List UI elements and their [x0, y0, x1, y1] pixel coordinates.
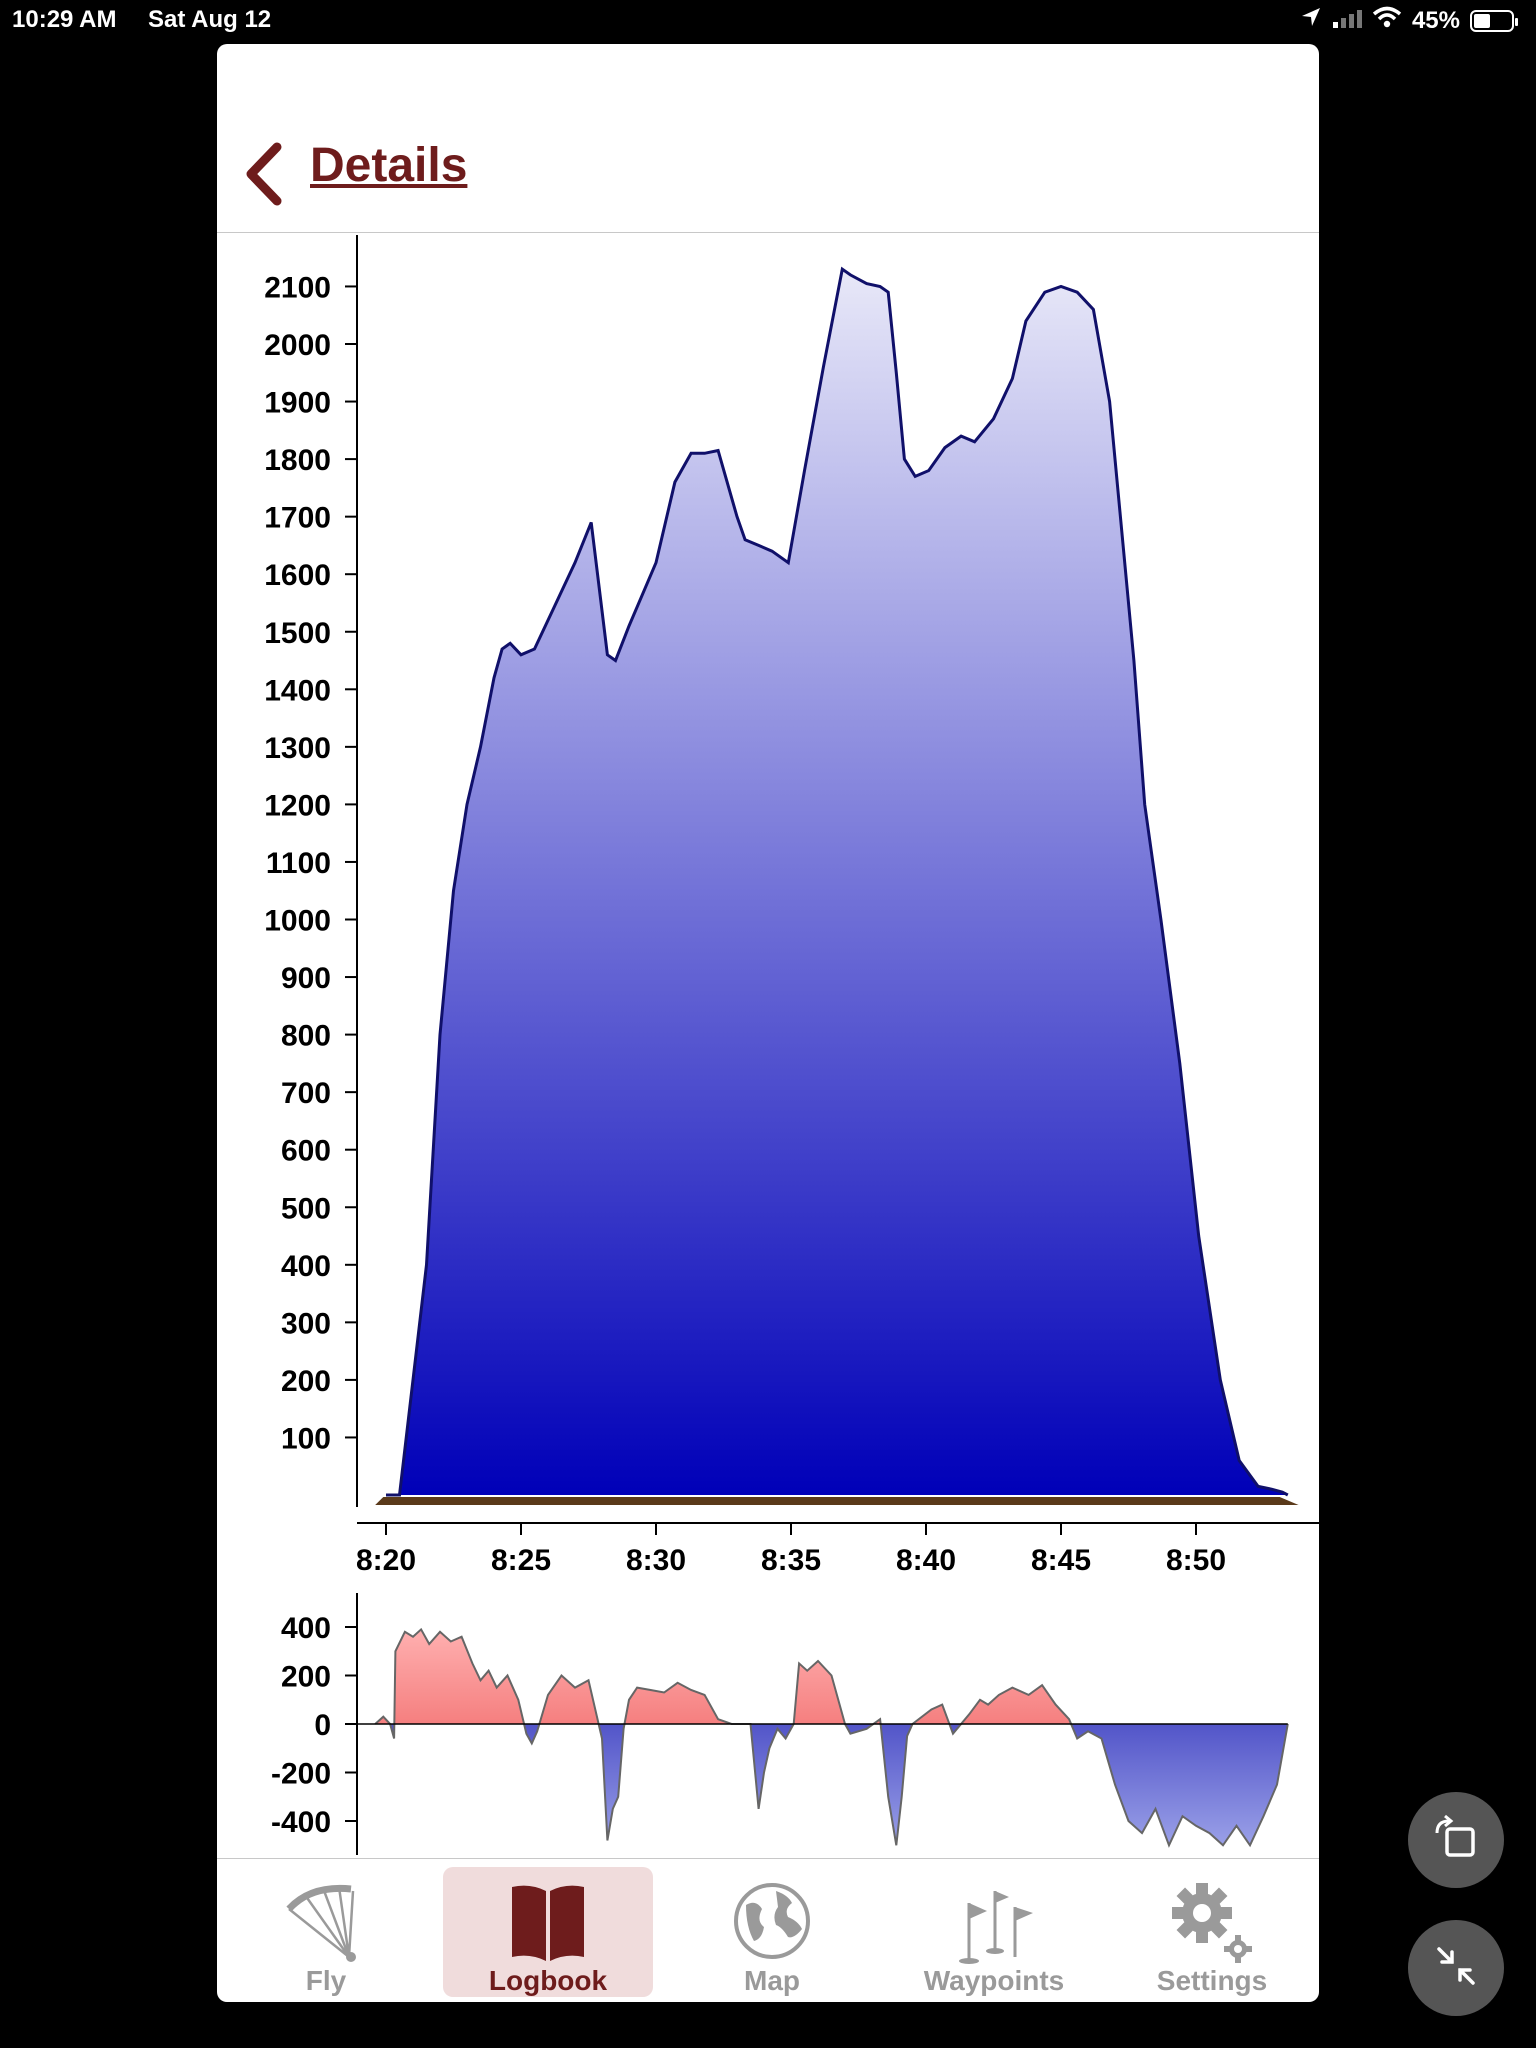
altitude-y-tick-label: 1500 — [264, 617, 331, 650]
time-x-tick-label: 8:35 — [761, 1544, 821, 1577]
rotate-screen-button[interactable] — [1408, 1792, 1504, 1888]
time-x-tick-label: 8:45 — [1031, 1544, 1091, 1577]
flight-details-panel: Details 100 200 300 400 500 600 700 800 900 1000 1… — [217, 44, 1319, 2002]
status-bar: 10:29 AM Sat Aug 12 45% — [0, 0, 1536, 40]
altitude-y-tick-label: 200 — [281, 1365, 331, 1398]
altitude-y-tick-label: 300 — [281, 1307, 331, 1340]
altitude-y-tick-label: 700 — [281, 1077, 331, 1110]
tab-label: Waypoints — [923, 1965, 1065, 1996]
back-chevron-icon[interactable] — [239, 139, 289, 209]
vario-chart: 400 200 0 -200 -400 -600 — [271, 1593, 1289, 1859]
altitude-y-tick-label: 600 — [281, 1135, 331, 1168]
tab-settings[interactable]: Settings — [1107, 1859, 1317, 2002]
vario-y-tick-label: -200 — [271, 1758, 331, 1791]
location-arrow-icon — [1300, 6, 1322, 35]
globe-icon — [732, 1881, 812, 1966]
tab-logbook[interactable]: Logbook — [443, 1859, 653, 2002]
tab-label: Settings — [1156, 1965, 1268, 1996]
tab-label: Fly — [305, 1965, 347, 1996]
battery-percent: 45% — [1411, 6, 1460, 34]
flags-icon — [949, 1881, 1039, 1970]
time-x-tick-label: 8:30 — [626, 1544, 686, 1577]
back-button[interactable]: Details — [310, 139, 468, 192]
altitude-y-tick-label: 1900 — [264, 387, 331, 420]
altitude-y-tick-label: 1000 — [264, 905, 331, 938]
altitude-y-tick-label: 2000 — [264, 329, 331, 362]
altitude-y-tick-label: 1300 — [264, 732, 331, 765]
vario-y-tick-label: 0 — [314, 1709, 331, 1742]
tab-bar: Fly Logbook Map — [217, 1858, 1319, 2002]
altitude-vario-charts: 100 200 300 400 500 600 700 800 900 1000 1100 1200 1… — [264, 235, 1319, 1859]
tab-label: Map — [744, 1965, 800, 1996]
time-x-tick-label: 8:50 — [1166, 1544, 1226, 1577]
altitude-y-tick-label: 400 — [281, 1250, 331, 1283]
collapse-arrows-icon — [1431, 1941, 1481, 1996]
time-x-tick-label: 8:20 — [356, 1544, 416, 1577]
altitude-y-tick-label: 900 — [281, 962, 331, 995]
status-right-group: 45% — [1300, 6, 1518, 35]
altitude-area — [386, 269, 1288, 1496]
status-time: 10:29 AM — [12, 6, 117, 33]
vario-y-tick-label: -400 — [271, 1806, 331, 1839]
ground-level-strip — [375, 1497, 1299, 1505]
tab-label: Logbook — [488, 1965, 608, 1996]
altitude-y-tick-label: 1800 — [264, 444, 331, 477]
collapse-button[interactable] — [1408, 1920, 1504, 2016]
battery-icon — [1470, 9, 1518, 32]
altitude-y-tick-label: 1700 — [264, 502, 331, 535]
altitude-y-tick-label: 500 — [281, 1192, 331, 1225]
altitude-y-tick-label: 2100 — [264, 271, 331, 304]
vario-sink-area — [375, 1724, 1288, 1846]
altitude-y-tick-label: 1100 — [266, 847, 331, 880]
vario-y-tick-label: -600 — [271, 1855, 331, 1859]
signal-icon — [1332, 7, 1362, 35]
altitude-y-tick-label: 800 — [281, 1020, 331, 1053]
vario-line — [374, 1627, 1289, 1848]
tab-waypoints[interactable]: Waypoints — [889, 1859, 1099, 2002]
rotate-icon — [1431, 1813, 1481, 1868]
altitude-y-tick-label: 1200 — [264, 789, 331, 822]
tab-map[interactable]: Map — [667, 1859, 877, 2002]
vario-y-tick-label: 200 — [281, 1661, 331, 1694]
altitude-line — [386, 266, 1289, 1497]
altitude-y-tick-label: 1600 — [264, 559, 331, 592]
book-icon — [508, 1881, 588, 1970]
altitude-chart: 100 200 300 400 500 600 700 800 900 1000 1100 1200 1… — [264, 235, 1319, 1577]
status-date: Sat Aug 12 — [148, 6, 272, 33]
altitude-y-tick-label: 1400 — [264, 674, 331, 707]
wifi-icon — [1372, 6, 1402, 35]
navigation-bar: Details — [217, 44, 1319, 233]
paraglider-icon — [281, 1881, 371, 1970]
time-x-tick-label: 8:40 — [896, 1544, 956, 1577]
altitude-y-tick-label: 100 — [281, 1422, 331, 1455]
tab-selected-background — [443, 1867, 653, 1997]
time-x-tick-label: 8:25 — [491, 1544, 551, 1577]
gear-icon — [1170, 1881, 1254, 1970]
tab-fly[interactable]: Fly — [221, 1859, 431, 2002]
vario-y-tick-label: 400 — [281, 1612, 331, 1645]
